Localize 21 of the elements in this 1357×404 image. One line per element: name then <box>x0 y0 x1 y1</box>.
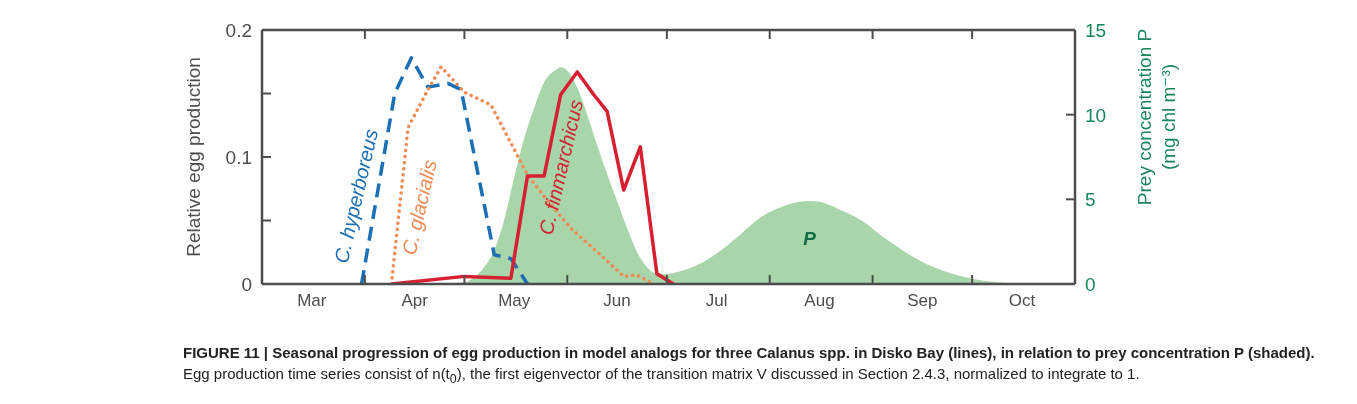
x-tick-label: Mar <box>297 291 327 310</box>
x-tick-label: Apr <box>401 291 429 310</box>
caption: FIGURE 11 | Seasonal progression of egg production in model analogs for three Calanus spp. in Disko Bay (lines), in relation to prey concentration P (shaded). <box>183 344 1315 361</box>
y-tick-label: 0.1 <box>225 147 252 168</box>
x-tick-label: Jul <box>705 291 728 310</box>
x-tick-label: Jun <box>603 291 631 310</box>
x-tick-label: Oct <box>1008 291 1036 310</box>
y2-axis-title: Prey concentration P (mg chl m⁻³) <box>1134 28 1179 206</box>
x-tick-label: Aug <box>804 291 835 310</box>
y-axis-title: Relative egg production <box>183 57 204 257</box>
y2-tick-label: 5 <box>1085 189 1096 211</box>
text: Egg production time series consist of n(t$_{0}$), the first eigenvector of the transition matrix V discussed in Section 2.4.3, normalized to integrate to 1. <box>183 365 1140 386</box>
y2-tick-label: 10 <box>1085 104 1107 126</box>
y2-tick-label: 15 <box>1085 20 1107 41</box>
y-tick-label: 0.2 <box>225 20 252 41</box>
x-tick-label: Sep <box>907 291 938 310</box>
series-label: P <box>803 228 817 250</box>
y2-tick-label: 0 <box>1085 274 1096 295</box>
y-tick-label: 0 <box>241 274 252 295</box>
x-tick-label: May <box>498 291 531 310</box>
text: C. glacialis <box>397 157 441 257</box>
